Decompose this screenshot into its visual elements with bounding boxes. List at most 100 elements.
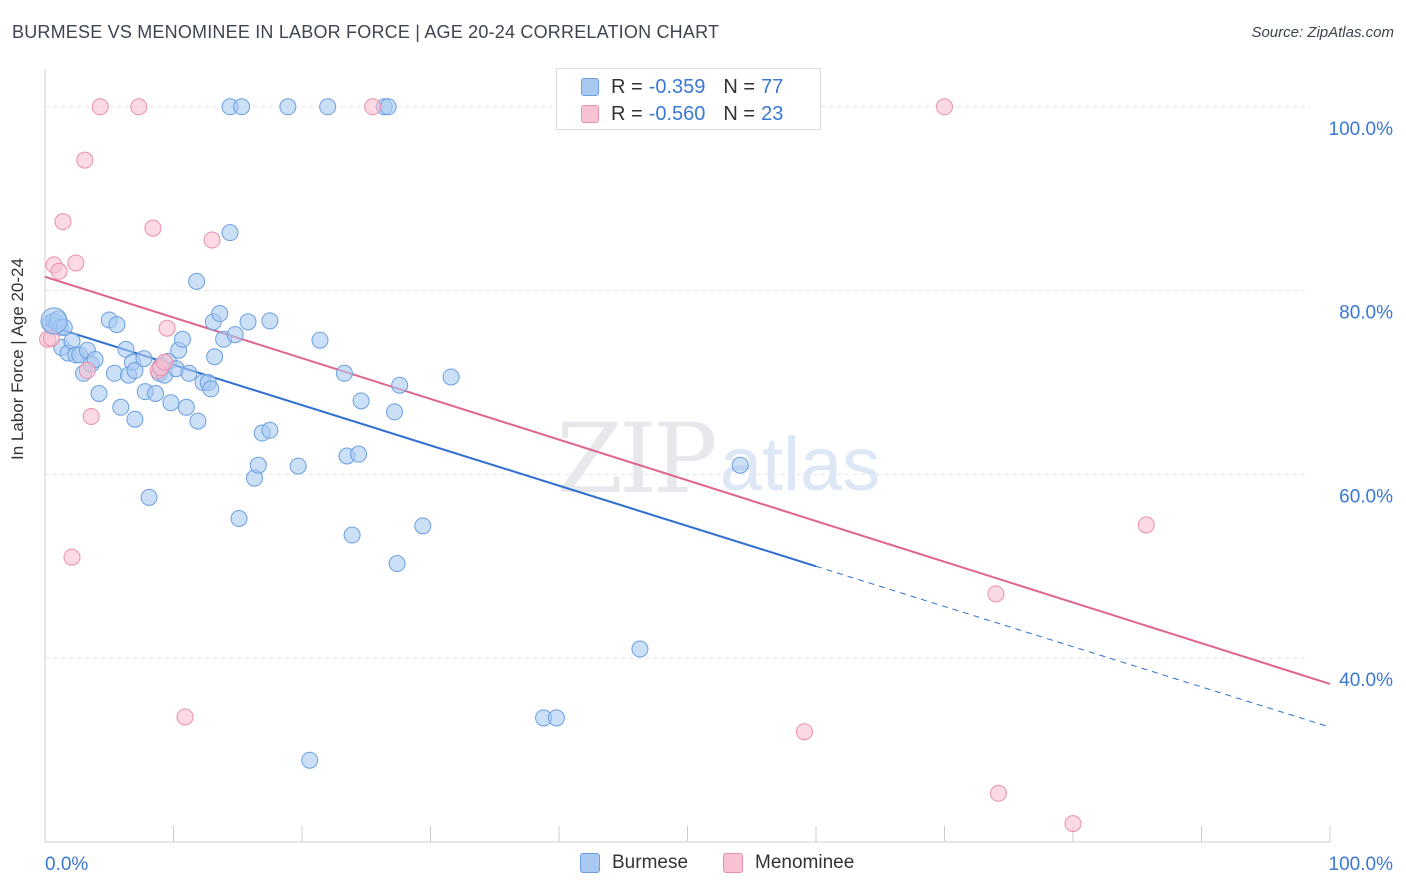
- data-point: [211, 305, 229, 323]
- burmese-swatch: [581, 78, 599, 96]
- grid-lines: [45, 106, 1310, 659]
- data-point: [386, 403, 404, 421]
- data-point: [162, 394, 180, 412]
- axes: [44, 70, 1331, 843]
- menominee-legend-swatch: [723, 853, 743, 873]
- data-point: [350, 445, 368, 463]
- data-point: [91, 98, 109, 116]
- data-point: [352, 392, 370, 410]
- data-point: [180, 364, 198, 382]
- n-label: N =: [723, 102, 756, 125]
- n-value: 77: [761, 75, 784, 98]
- watermark-zip: ZIP: [556, 403, 715, 515]
- legend-item-burmese[interactable]: Burmese: [580, 852, 688, 874]
- data-point: [112, 398, 130, 416]
- data-point: [226, 326, 244, 344]
- data-point: [63, 548, 81, 566]
- data-point: [239, 313, 257, 331]
- data-point: [126, 362, 144, 380]
- data-point-cluster: [40, 307, 68, 335]
- watermark: ZIP atlas: [556, 403, 880, 515]
- data-point: [230, 509, 248, 527]
- data-point: [221, 224, 239, 242]
- data-point: [82, 407, 100, 425]
- data-points: [39, 98, 1155, 833]
- data-point: [249, 456, 267, 474]
- data-point: [379, 98, 397, 116]
- chart-title: BURMESE VS MENOMINEE IN LABOR FORCE | AG…: [12, 22, 720, 42]
- data-point: [414, 517, 432, 535]
- data-point: [1064, 815, 1082, 833]
- data-point: [189, 412, 207, 430]
- data-point: [78, 362, 96, 380]
- data-point: [311, 331, 329, 349]
- data-point: [147, 385, 165, 403]
- y-tick-label: 40.0%: [1339, 670, 1393, 691]
- data-point: [279, 98, 297, 116]
- menominee-legend-label: Menominee: [755, 852, 855, 873]
- data-point: [108, 316, 126, 334]
- data-point: [391, 376, 409, 394]
- data-point: [202, 380, 220, 398]
- data-point: [301, 751, 319, 769]
- y-tick-label: 80.0%: [1339, 303, 1393, 324]
- x-tick-label: 100.0%: [1329, 854, 1394, 875]
- trend-line: [44, 275, 1331, 685]
- r-label: R =: [611, 75, 643, 98]
- legend-row-burmese: R = -0.359 N = 77: [581, 74, 783, 100]
- data-point: [135, 350, 153, 368]
- data-point: [987, 585, 1005, 603]
- data-point: [261, 421, 279, 439]
- data-point: [176, 708, 194, 726]
- legend-item-menominee[interactable]: Menominee: [723, 852, 854, 874]
- data-point: [203, 231, 221, 249]
- x-tick-label: 0.0%: [45, 854, 88, 875]
- data-point: [140, 488, 158, 506]
- legend-row-menominee: R = -0.560 N = 23: [581, 101, 783, 127]
- trend-line-extension: [815, 565, 1331, 728]
- data-point: [547, 709, 565, 727]
- data-point: [289, 457, 307, 475]
- data-point: [144, 219, 162, 237]
- data-point: [233, 98, 251, 116]
- data-point: [158, 319, 176, 337]
- burmese-legend-label: Burmese: [612, 852, 689, 873]
- data-point: [177, 398, 195, 416]
- data-point: [731, 456, 749, 474]
- data-point: [319, 98, 337, 116]
- chart-source: Source: ZipAtlas.com: [1251, 24, 1394, 41]
- data-point: [54, 213, 72, 231]
- data-point: [156, 353, 174, 371]
- data-point: [206, 348, 224, 366]
- data-point: [1137, 516, 1155, 534]
- tick-labels: 40.0% 60.0% 80.0% 100.0% 0.0% 100.0%: [45, 119, 1393, 875]
- data-point: [188, 272, 206, 290]
- burmese-legend-swatch: [580, 853, 600, 873]
- data-point: [989, 784, 1007, 802]
- r-label: R =: [611, 102, 643, 125]
- data-point: [173, 330, 191, 348]
- n-value: 23: [761, 102, 784, 125]
- y-tick-label: 60.0%: [1339, 486, 1393, 507]
- data-point: [50, 262, 68, 280]
- r-value: -0.560: [648, 102, 706, 125]
- data-point: [130, 98, 148, 116]
- y-tick-label: 100.0%: [1329, 119, 1394, 140]
- y-axis-label: In Labor Force | Age 20-24: [8, 258, 27, 460]
- data-point: [364, 98, 382, 116]
- correlation-legend: R = -0.359 N = 77 R = -0.560 N = 23: [556, 68, 821, 130]
- data-point: [67, 254, 85, 272]
- series-legend: Burmese Menominee: [0, 852, 1406, 878]
- data-point: [335, 364, 353, 382]
- data-point: [442, 368, 460, 386]
- data-point: [388, 555, 406, 573]
- data-point: [90, 385, 108, 403]
- data-point: [76, 151, 94, 169]
- data-point: [343, 526, 361, 544]
- data-point: [936, 98, 953, 116]
- data-point: [126, 410, 144, 428]
- data-point: [795, 723, 813, 741]
- data-point: [105, 364, 123, 382]
- n-label: N =: [723, 75, 756, 98]
